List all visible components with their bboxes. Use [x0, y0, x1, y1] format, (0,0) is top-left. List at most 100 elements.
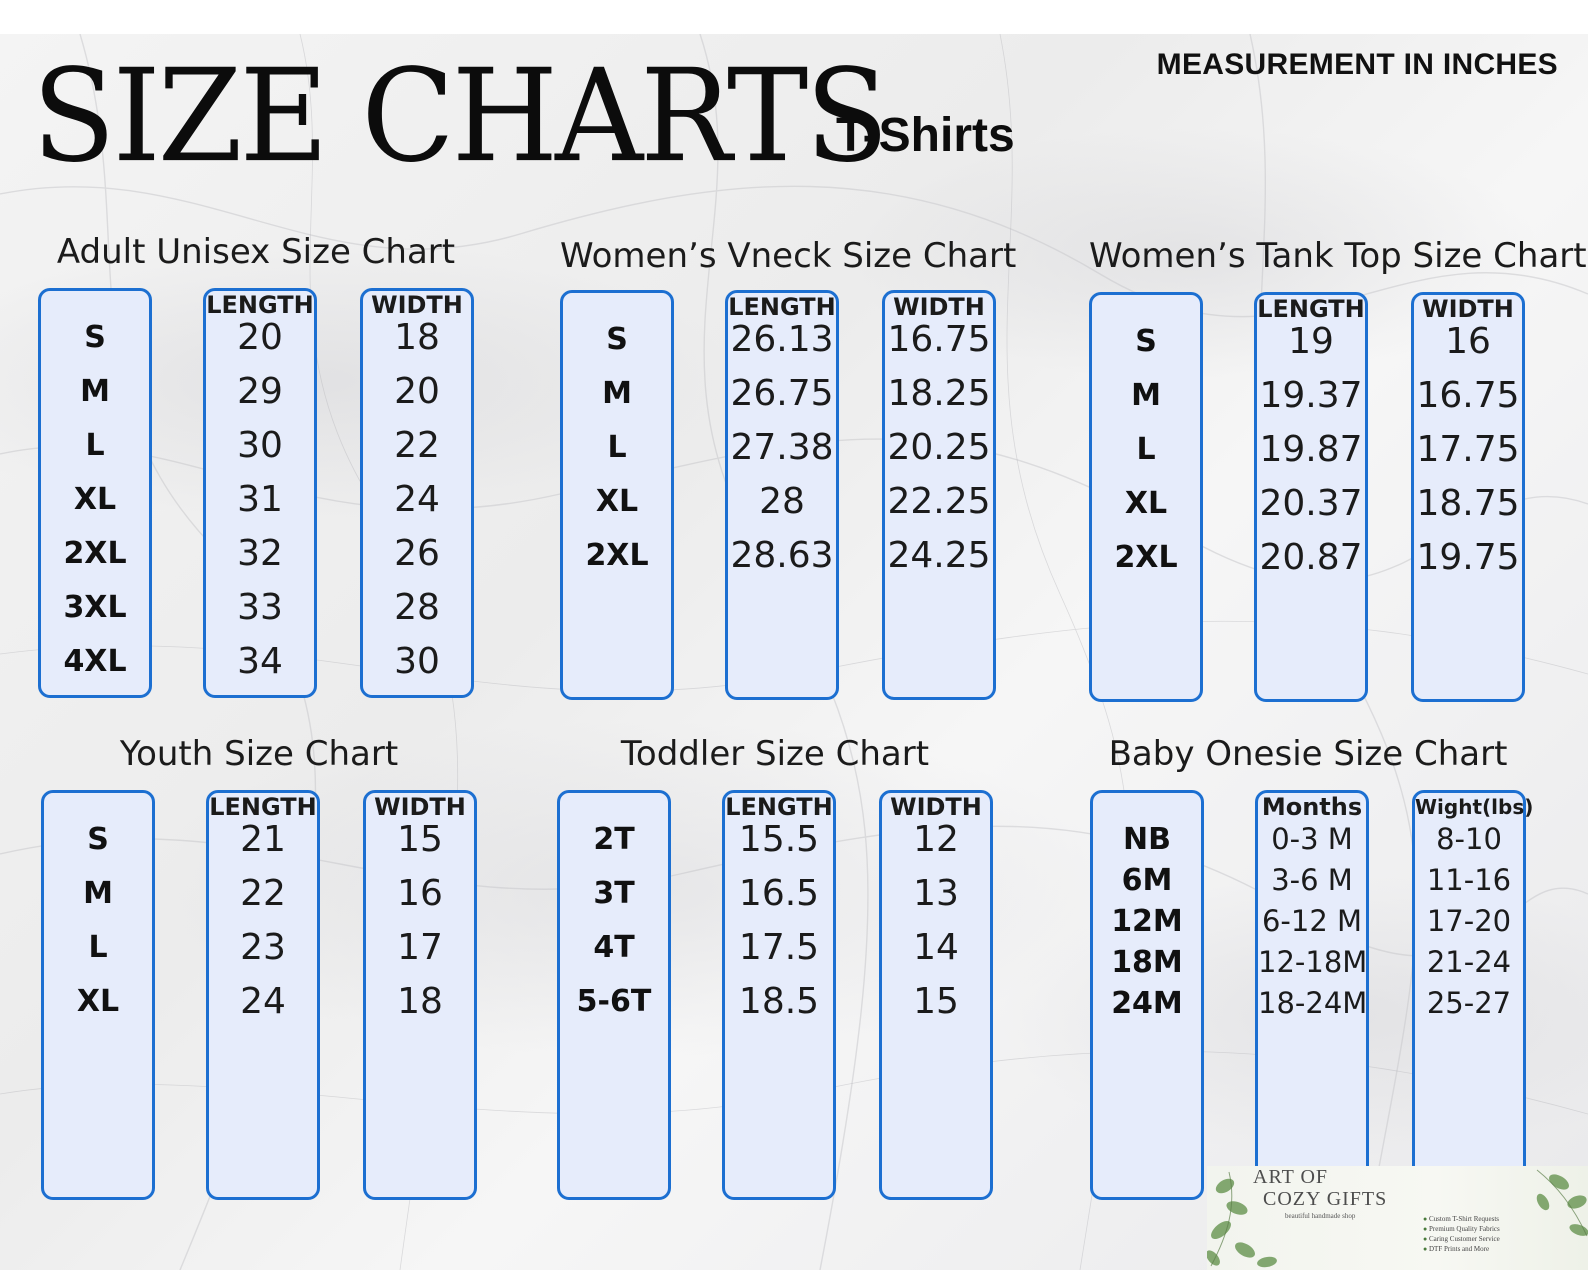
chart-title: Adult Unisex Size Chart	[56, 232, 456, 272]
measurement-value: 19.87	[1259, 429, 1363, 470]
measurement-value: 18	[394, 317, 440, 358]
logo-line-1: ART OF	[1253, 1166, 1329, 1188]
chart-title: Women’s Tank Top Size Chart	[1089, 236, 1587, 276]
size-label: 18M	[1111, 945, 1183, 980]
size-label: 5-6T	[576, 984, 652, 1019]
chart-column-length: Months 0-3 M 3-6 M 6-12 M 12-18M 18-24M	[1255, 790, 1369, 1200]
size-label: M	[80, 374, 110, 409]
chart-column-size: NB 6M 12M 18M 24M	[1090, 790, 1204, 1200]
measurement-value: 20	[237, 317, 283, 358]
column-cells: 0-3 M 3-6 M 6-12 M 12-18M 18-24M	[1258, 819, 1368, 1024]
measurement-value: 28	[759, 481, 805, 522]
measurement-value: 26	[394, 533, 440, 574]
logo-line-2: COZY GIFTS	[1263, 1188, 1388, 1210]
measurement-value: 24.25	[887, 535, 991, 576]
column-header: LENGTH	[1257, 295, 1365, 323]
column-header: LENGTH	[209, 793, 317, 821]
measurement-value: 21-24	[1426, 945, 1512, 979]
size-label: 6M	[1121, 863, 1173, 898]
logo-bullet: ● Caring Customer Service	[1423, 1235, 1500, 1243]
size-label: L	[1136, 432, 1156, 467]
measurement-value: 32	[237, 533, 283, 574]
measurement-value: 16.75	[887, 319, 991, 360]
column-cells: 15 16 17 18	[366, 813, 474, 1029]
size-chart-4: Toddler Size Chart 2T 3T 4T 5-6T LENGTH 15.5 16…	[557, 734, 997, 1200]
chart-column-width: WIDTH 16.75 18.25 20.25 22.25 24.25	[882, 290, 996, 700]
measurement-value: 15	[397, 819, 443, 860]
measurement-value: 18.5	[738, 981, 820, 1022]
size-label: 12M	[1111, 904, 1183, 939]
chart-column-size: S M L XL 2XL	[1089, 292, 1203, 702]
measurement-value: 3-6 M	[1271, 863, 1353, 897]
measurement-value: 22.25	[887, 481, 991, 522]
measurement-value: 20.25	[887, 427, 991, 468]
size-chart-1: Women’s Vneck Size Chart S M L XL 2XL LENGTH 26…	[560, 236, 1016, 700]
chart-title: Toddler Size Chart	[620, 734, 930, 774]
column-cells: 21 22 23 24	[209, 813, 317, 1029]
measurement-value: 22	[240, 873, 286, 914]
measurement-value: 27.38	[730, 427, 834, 468]
size-label: L	[88, 930, 108, 965]
measurement-value: 12-18M	[1258, 945, 1368, 979]
measurement-value: 16	[397, 873, 443, 914]
measurement-value: 16.5	[738, 873, 820, 914]
measurement-value: 24	[240, 981, 286, 1022]
measurement-value: 17.5	[738, 927, 820, 968]
chart-column-width: WIDTH 12 13 14 15	[879, 790, 993, 1200]
chart-title: Baby Onesie Size Chart	[1108, 734, 1508, 774]
measurement-value: 28	[394, 587, 440, 628]
column-cells: 2T 3T 4T 5-6T	[560, 813, 668, 1029]
measurement-value: 17-20	[1426, 904, 1512, 938]
size-label: XL	[76, 984, 120, 1019]
size-label: S	[84, 320, 106, 355]
chart-column-size: S M L XL 2XL 3XL 4XL	[38, 288, 152, 698]
size-chart-0: Adult Unisex Size Chart S M L XL 2XL 3XL 4XL LEN…	[38, 232, 478, 698]
size-label: 2XL	[1114, 540, 1178, 575]
column-cells: S M L XL 2XL	[563, 313, 671, 583]
column-header: WIDTH	[371, 291, 463, 319]
chart-column-size: S M L XL 2XL	[560, 290, 674, 700]
logo-bullet: ● DTF Prints and More	[1423, 1245, 1490, 1253]
size-label: XL	[595, 484, 639, 519]
page-title: SIZE CHARTS	[32, 41, 889, 191]
measurement-value: 20	[394, 371, 440, 412]
column-cells: 12 13 14 15	[882, 813, 990, 1029]
measurement-value: 23	[240, 927, 286, 968]
measurement-value: 15	[913, 981, 959, 1022]
column-cells: 16 16.75 17.75 18.75 19.75	[1414, 315, 1522, 585]
size-chart-5: Baby Onesie Size Chart NB 6M 12M 18M 24M Month…	[1090, 734, 1533, 1200]
logo-bullet: ● Premium Quality Fabrics	[1423, 1225, 1500, 1233]
measurement-value: 18.75	[1416, 483, 1520, 524]
page-subtitle: T-Shirts	[836, 109, 1015, 162]
size-label: 2XL	[63, 536, 127, 571]
measurement-value: 20.87	[1259, 537, 1363, 578]
chart-column-length: LENGTH 19 19.37 19.87 20.37 20.87	[1254, 292, 1368, 702]
measurement-value: 24	[394, 479, 440, 520]
logo-bullets: ● Custom T-Shirt Requests ● Premium Qual…	[1423, 1214, 1500, 1254]
measurement-value: 28.63	[730, 535, 834, 576]
measurement-value: 12	[913, 819, 959, 860]
column-header: WIDTH	[893, 293, 985, 321]
chart-column-length: LENGTH 26.13 26.75 27.38 28 28.63	[725, 290, 839, 700]
chart-title: Youth Size Chart	[119, 734, 399, 774]
column-header: WIDTH	[1422, 295, 1514, 323]
column-header: WIDTH	[374, 793, 466, 821]
leaf-decoration-icon	[1207, 1169, 1588, 1268]
size-label: L	[607, 430, 627, 465]
chart-column-width: WIDTH 15 16 17 18	[363, 790, 477, 1200]
measurement-value: 15.5	[738, 819, 820, 860]
size-label: M	[83, 876, 113, 911]
size-label: L	[85, 428, 105, 463]
size-label: NB	[1123, 822, 1171, 857]
measurement-value: 30	[394, 641, 440, 682]
measurement-value: 33	[237, 587, 283, 628]
measurement-value: 26.13	[730, 319, 834, 360]
size-label: 3T	[593, 876, 635, 911]
column-cells: NB 6M 12M 18M 24M	[1093, 819, 1201, 1024]
column-cells: 26.13 26.75 27.38 28 28.63	[728, 313, 836, 583]
column-header: LENGTH	[728, 293, 836, 321]
column-cells: 8-10 11-16 17-20 21-24 25-27	[1415, 819, 1523, 1024]
measurement-value: 19.37	[1259, 375, 1363, 416]
chart-column-length: LENGTH 21 22 23 24	[206, 790, 320, 1200]
column-cells: 18 20 22 24 26 28 30	[363, 311, 471, 689]
